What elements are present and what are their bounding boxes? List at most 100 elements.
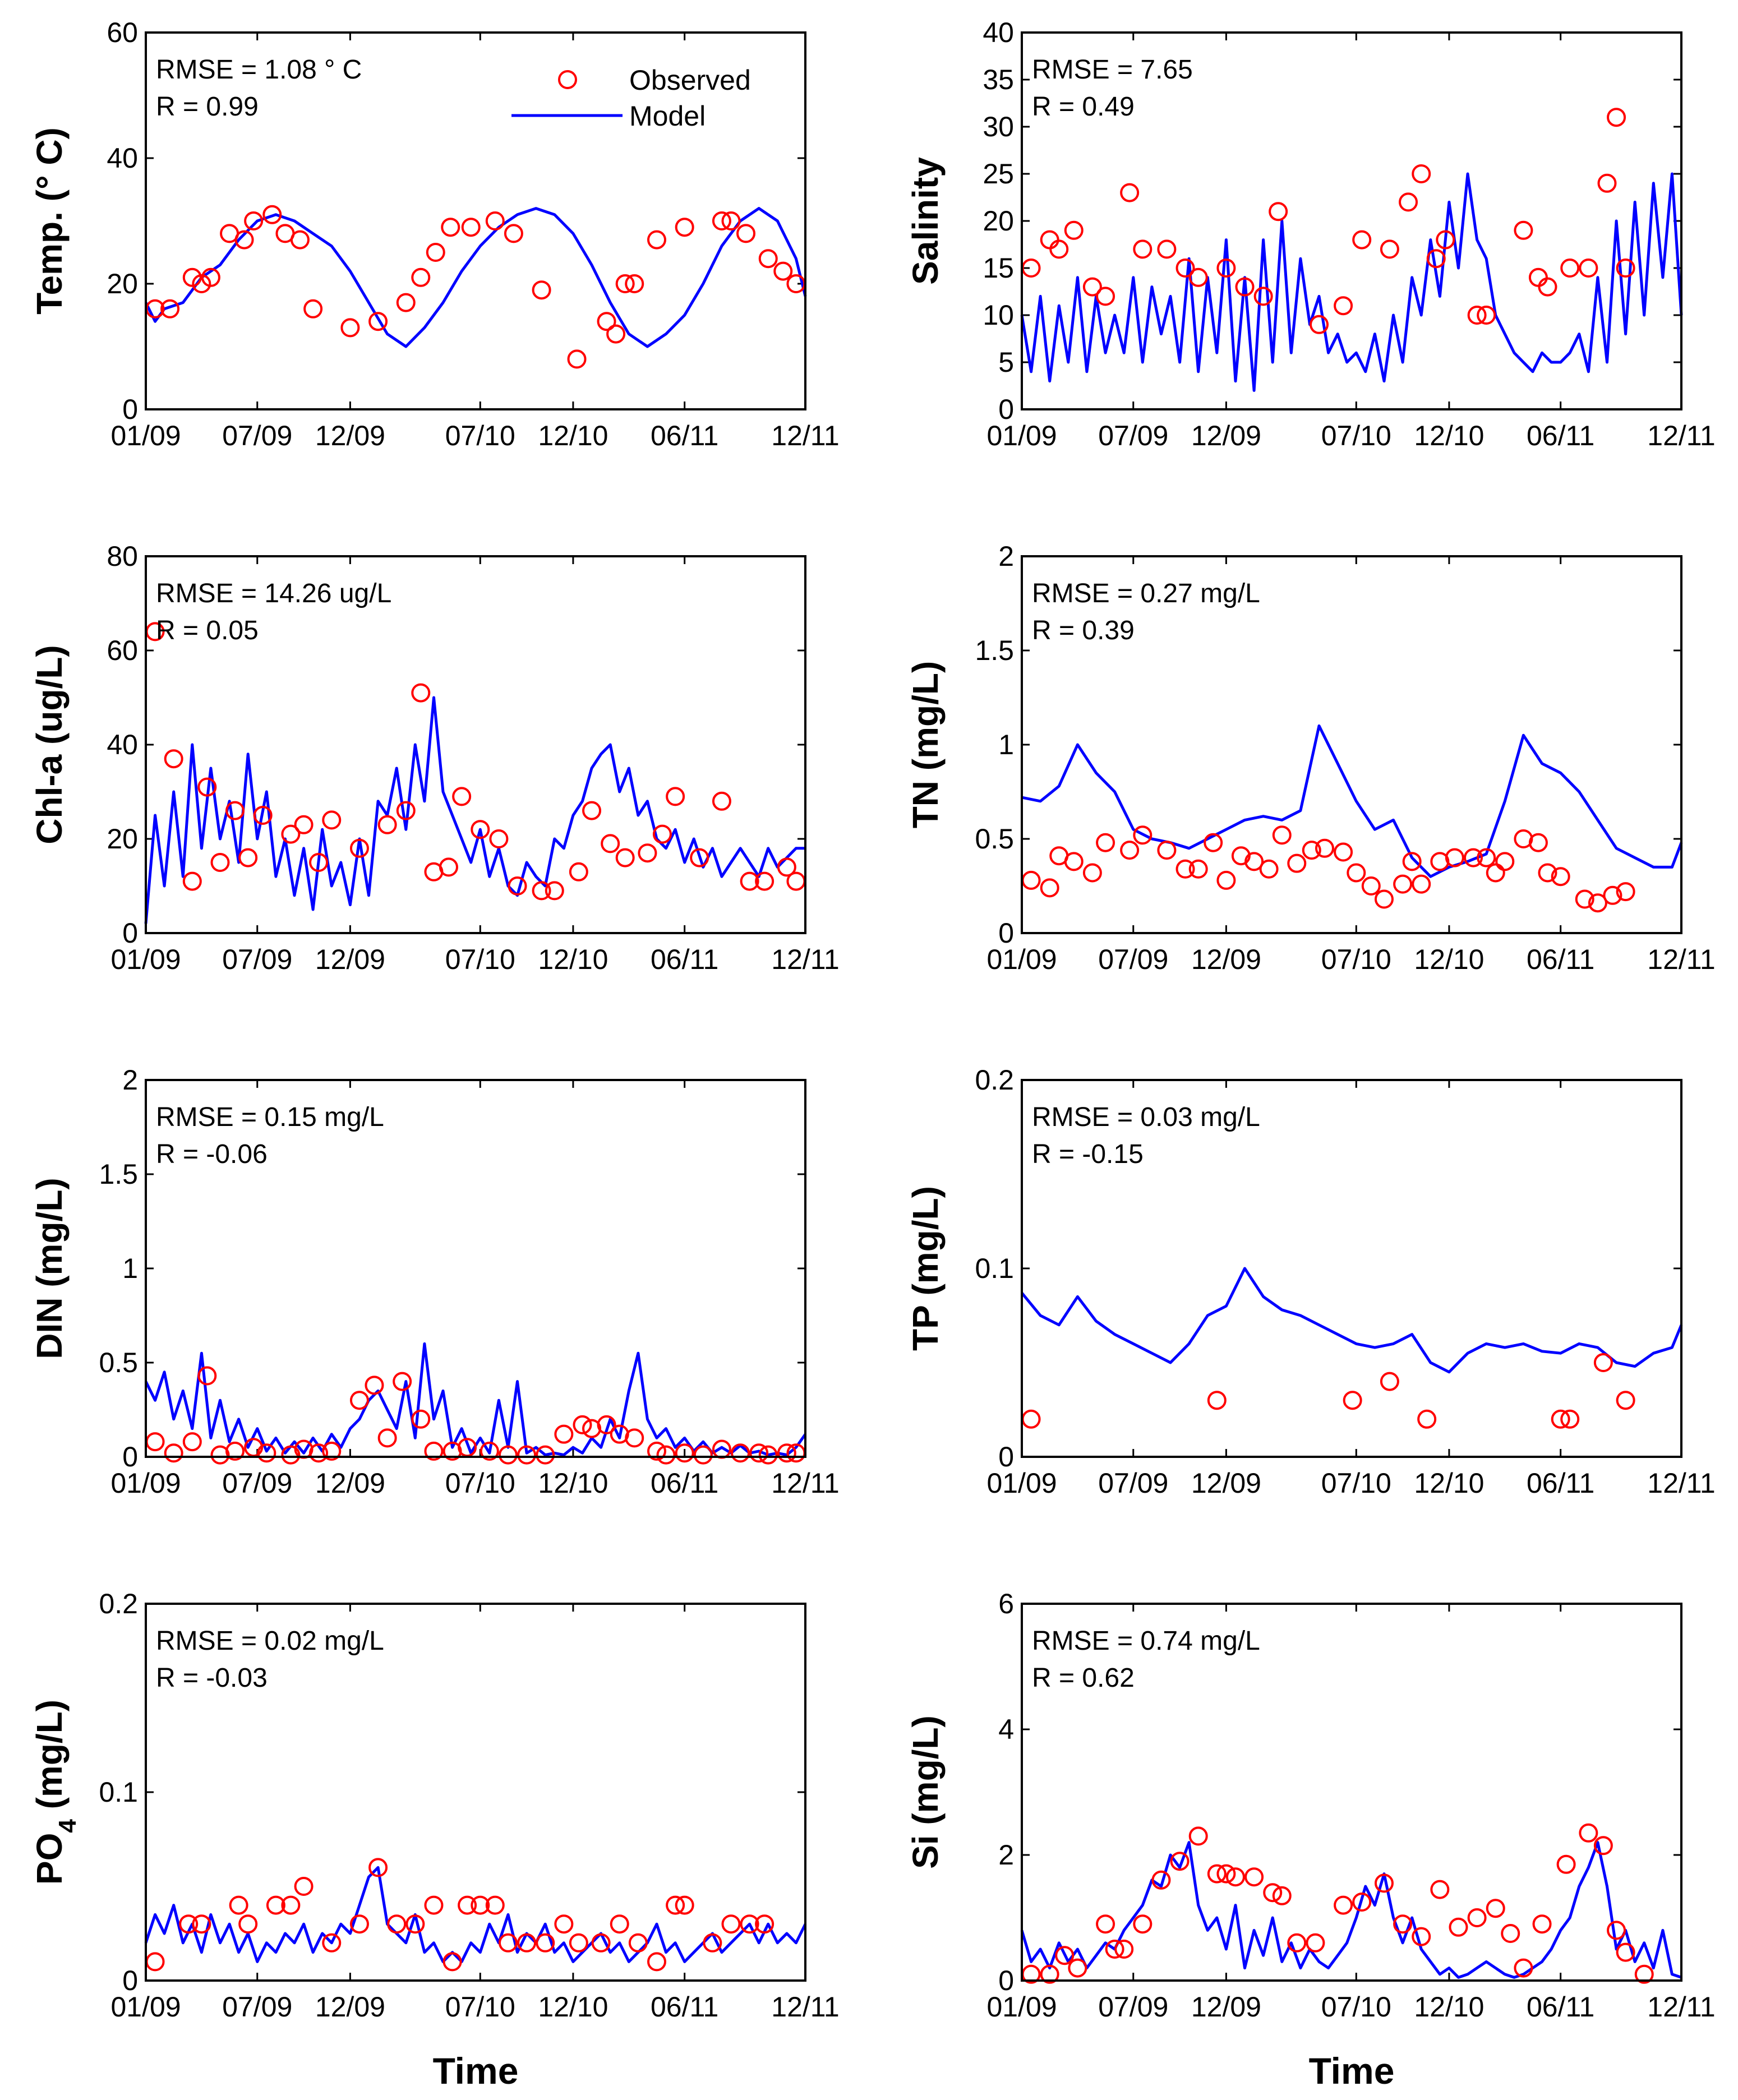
x-tick-label: 12/09 [315, 1991, 385, 2023]
rmse-annotation: RMSE = 0.15 mg/L [156, 1102, 384, 1132]
observed-point [368, 1858, 388, 1877]
y-axis-label: Chl-a (ug/L) [29, 645, 70, 844]
observed-point [1188, 267, 1208, 287]
observed-point [182, 871, 202, 891]
axes-box [1021, 555, 1682, 934]
rmse-annotation: RMSE = 7.65 [1032, 55, 1193, 85]
observed-point [1430, 1880, 1450, 1899]
observed-point [1343, 1391, 1362, 1410]
observed-point [1040, 878, 1059, 898]
observed-point [597, 312, 616, 331]
axes-box [145, 1603, 806, 1982]
observed-point [1463, 848, 1483, 867]
r-annotation: R = -0.06 [156, 1139, 268, 1169]
y-tick-label: 1.5 [975, 635, 1014, 666]
x-tick-label: 07/09 [222, 1991, 292, 2023]
r-annotation: R = -0.03 [156, 1663, 268, 1693]
observed-point [471, 1895, 490, 1915]
observed-point [1486, 1899, 1505, 1918]
observed-point [1445, 848, 1464, 867]
r-annotation: R = 0.49 [1032, 92, 1135, 122]
model-line [1021, 724, 1683, 878]
x-tick-label: 07/09 [222, 944, 292, 975]
observed-point [591, 1933, 611, 1953]
observed-point [452, 787, 472, 806]
observed-point [517, 1933, 537, 1953]
y-tick-label: 4 [998, 1714, 1014, 1745]
panel-chlorophyll-a: 0 20 40 60 80 01/09 07/09 12/09 07/10 12/10 06/11 1… [29, 541, 840, 975]
observed-point [1287, 853, 1307, 873]
plot-area [1022, 1080, 1681, 1457]
y-axis-label-subscript: 4 [54, 1819, 81, 1833]
x-tick-label: 06/11 [651, 1991, 718, 2023]
panel-phosphate: 0 0.1 0.2 01/09 07/09 12/09 07/10 12/10 06/11 12/… [29, 1588, 840, 2023]
x-tick-label: 12/10 [1414, 944, 1484, 975]
observed-point [1603, 885, 1622, 905]
x-tick-label: 12/10 [538, 1991, 608, 2023]
x-tick-label: 06/11 [651, 944, 718, 975]
observed-point [610, 1914, 629, 1934]
x-tick-label: 07/09 [1098, 1991, 1168, 2023]
plot-area [146, 556, 805, 933]
y-tick-label: 0.5 [975, 823, 1014, 855]
observed-point [601, 834, 620, 853]
observed-point [1467, 306, 1487, 325]
observed-point [1064, 220, 1084, 240]
y-tick-label: 80 [107, 541, 138, 572]
observed-point [1374, 889, 1394, 909]
observed-point [1560, 259, 1580, 278]
observed-point [182, 1432, 202, 1452]
panel-total-nitrogen: 0 0.5 1 1.5 2 01/09 07/09 12/09 07/10 12/10 06/11 1… [905, 541, 1716, 975]
observed-point [164, 749, 183, 769]
observed-point [244, 211, 264, 230]
legend-observed-marker [558, 70, 577, 89]
observed-point [773, 261, 793, 281]
x-tick-label: 07/09 [222, 420, 292, 451]
observed-point [1170, 1852, 1190, 1871]
y-tick-label: 0 [122, 1441, 138, 1473]
observed-point [257, 1443, 276, 1463]
axes-box [145, 1079, 806, 1458]
observed-point [1528, 833, 1548, 852]
observed-point [368, 312, 388, 331]
observed-point [498, 1933, 518, 1953]
observed-point [731, 1443, 750, 1463]
observed-point [1593, 1836, 1613, 1856]
observed-point [1133, 1914, 1152, 1934]
observed-point [1501, 1924, 1520, 1943]
y-tick-label: 0 [122, 1965, 138, 1996]
observed-point [517, 1445, 537, 1465]
x-tick-label: 01/09 [110, 944, 181, 975]
model-line [144, 207, 807, 348]
x-tick-label: 12/10 [1414, 1991, 1484, 2023]
observed-point [1402, 852, 1422, 871]
model-line [1021, 1267, 1683, 1374]
observed-point [1412, 874, 1431, 894]
observed-point [1361, 876, 1381, 896]
observed-point [192, 1914, 211, 1934]
observed-point [755, 1914, 775, 1934]
x-tick-label: 07/10 [445, 420, 515, 451]
x-tick-label: 12/11 [1647, 944, 1715, 975]
rmse-annotation: RMSE = 0.03 mg/L [1032, 1102, 1260, 1132]
x-tick-label: 12/10 [538, 420, 608, 451]
x-tick-label: 06/11 [1527, 420, 1594, 451]
observed-point [736, 224, 755, 243]
observed-point [229, 1895, 248, 1915]
observed-point [262, 205, 282, 224]
observed-point [666, 1895, 685, 1915]
panel-total-phosphorus: 0 0.1 0.2 01/09 07/09 12/09 07/10 12/10 06/11 12/… [905, 1064, 1716, 1499]
observed-point [703, 1933, 722, 1953]
observed-point [405, 1914, 425, 1934]
observed-point [396, 801, 416, 820]
x-tick-label: 07/09 [1098, 1467, 1168, 1499]
observed-point [1575, 889, 1594, 909]
y-axis-label: TN (mg/L) [905, 661, 946, 829]
panel-salinity: 0 5 10 15 20 25 30 35 40 01/09 07/09 12/09 07/10 12/1… [905, 17, 1716, 451]
axes-box [1021, 1603, 1682, 1982]
observed-point [1310, 315, 1329, 334]
observed-point [1399, 192, 1418, 212]
observed-point [721, 211, 741, 230]
observed-point [1588, 893, 1607, 913]
observed-point [294, 1877, 314, 1896]
